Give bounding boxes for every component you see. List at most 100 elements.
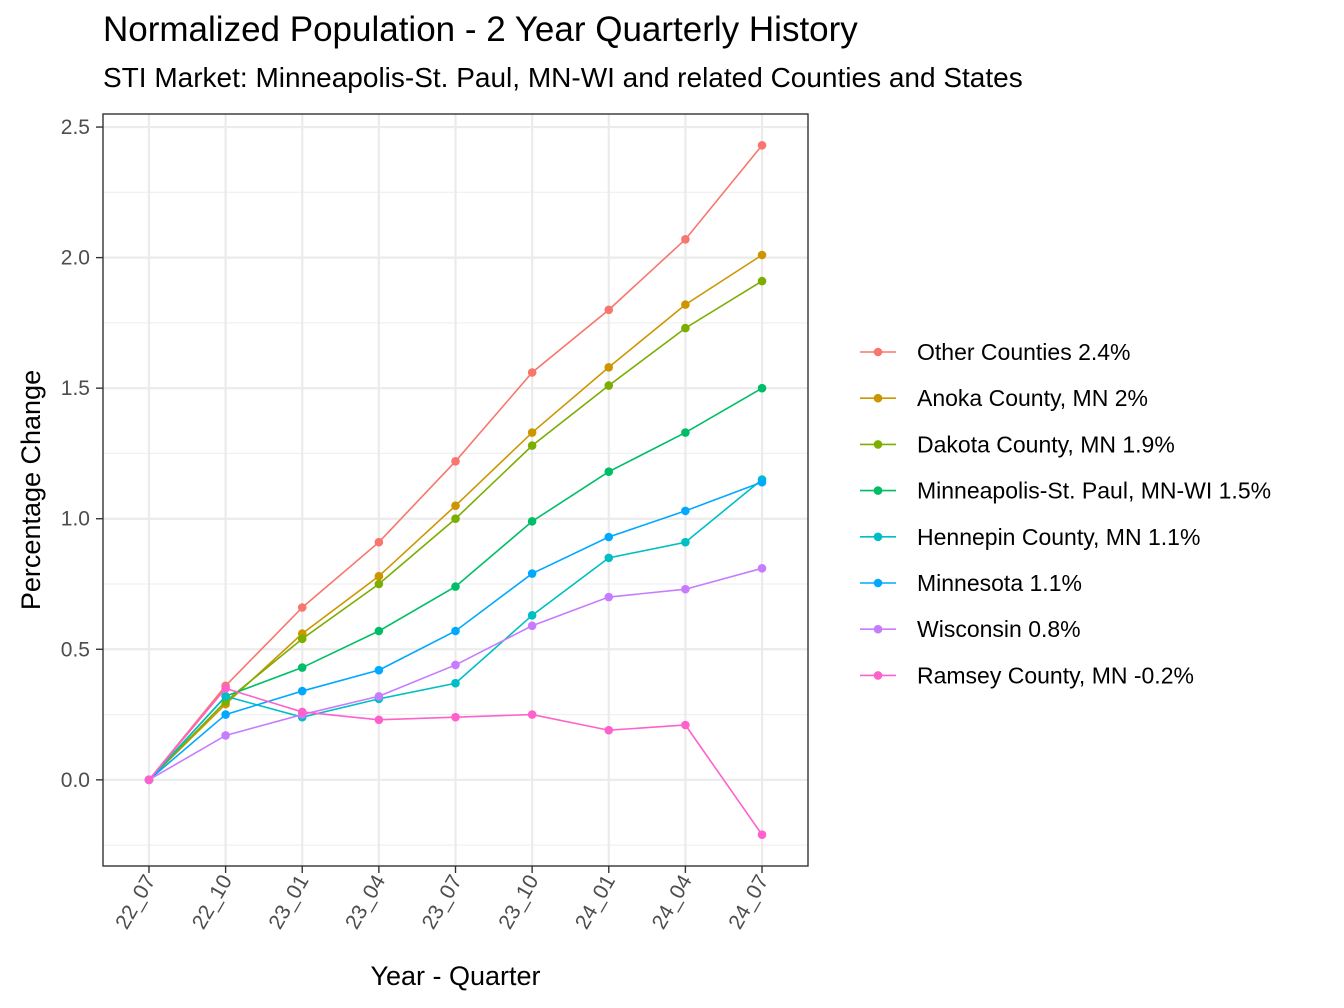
legend-label: Ramsey County, MN -0.2%: [917, 662, 1194, 688]
legend-key-point: [873, 578, 883, 588]
data-point: [451, 514, 460, 524]
data-point: [374, 579, 384, 589]
x-axis-title: Year - Quarter: [370, 961, 540, 991]
x-tick-label: 22_07: [111, 871, 160, 933]
data-point: [374, 537, 384, 547]
data-point: [527, 621, 537, 631]
legend-item: Ramsey County, MN -0.2%: [860, 662, 1194, 688]
data-point: [221, 691, 230, 701]
legend-key-point: [873, 347, 883, 357]
legend-key-point: [873, 393, 883, 403]
data-point: [297, 663, 307, 672]
data-point: [221, 731, 230, 740]
legend-label: Other Counties 2.4%: [917, 339, 1131, 365]
data-point: [604, 467, 614, 477]
legend-label: Anoka County, MN 2%: [917, 385, 1148, 411]
data-point: [604, 532, 614, 542]
data-point: [604, 553, 614, 563]
data-point: [757, 477, 767, 487]
legend-item: Minneapolis-St. Paul, MN-WI 1.5%: [860, 478, 1271, 504]
data-point: [604, 381, 614, 390]
data-point: [604, 305, 614, 315]
data-point: [527, 428, 537, 437]
data-point: [451, 582, 460, 591]
series-3: [144, 383, 767, 785]
legend-label: Dakota County, MN 1.9%: [917, 431, 1175, 457]
data-point: [451, 456, 460, 466]
data-point: [757, 383, 767, 393]
series-6: [144, 564, 767, 785]
y-tick-label: 0.5: [61, 638, 90, 661]
y-axis-title: Percentage Change: [16, 370, 46, 610]
legend-item: Minnesota 1.1%: [860, 570, 1082, 596]
data-point: [527, 710, 537, 719]
data-point: [374, 626, 384, 636]
legend-item: Hennepin County, MN 1.1%: [860, 524, 1200, 550]
data-point: [681, 584, 690, 594]
legend-item: Anoka County, MN 2%: [860, 385, 1148, 411]
legend-item: Other Counties 2.4%: [860, 339, 1131, 365]
data-point: [757, 276, 767, 286]
y-tick-label: 0.0: [61, 769, 90, 792]
legend-label: Wisconsin 0.8%: [917, 616, 1081, 642]
data-point: [604, 725, 614, 735]
legend-key-point: [873, 624, 883, 634]
data-point: [297, 634, 307, 644]
data-point: [757, 830, 767, 839]
data-point: [297, 686, 307, 696]
x-tick-label: 22_10: [188, 871, 237, 933]
data-point: [221, 710, 230, 719]
data-point: [681, 300, 690, 309]
data-point: [681, 506, 690, 516]
data-point: [527, 368, 537, 377]
legend-item: Wisconsin 0.8%: [860, 616, 1081, 642]
data-point: [527, 441, 537, 450]
data-point: [297, 603, 307, 612]
legend-key-point: [873, 671, 883, 680]
legend-key-point: [873, 532, 883, 542]
x-tick-label: 24_04: [648, 871, 697, 933]
series-lines: [144, 141, 767, 839]
y-tick-label: 1.0: [61, 508, 90, 531]
y-tick-label: 2.5: [61, 116, 90, 139]
data-point: [681, 323, 690, 333]
legend-key-point: [873, 440, 883, 449]
data-point: [144, 775, 154, 785]
legend: Other Counties 2.4% Anoka County, MN 2% Da…: [860, 339, 1271, 688]
data-point: [527, 611, 537, 620]
series-0: [144, 141, 767, 785]
y-tick-label: 2.0: [61, 247, 90, 270]
data-point: [451, 712, 460, 722]
data-point: [681, 428, 690, 437]
chart-title: Normalized Population - 2 Year Quarterly…: [103, 10, 858, 49]
data-point: [757, 564, 767, 573]
data-point: [451, 660, 460, 670]
legend-label: Minneapolis-St. Paul, MN-WI 1.5%: [917, 478, 1271, 504]
x-tick-label: 23_10: [494, 871, 543, 933]
data-point: [374, 571, 384, 581]
x-tick-label: 23_04: [341, 871, 390, 933]
data-point: [221, 684, 230, 693]
legend-key-point: [873, 486, 883, 495]
data-point: [681, 720, 690, 730]
data-point: [757, 141, 767, 150]
x-tick-label: 24_07: [724, 871, 773, 933]
data-point: [604, 362, 614, 372]
series-7: [144, 684, 767, 839]
y-tick-label: 1.5: [61, 377, 90, 400]
x-tick-label: 23_01: [264, 871, 313, 933]
data-point: [374, 715, 384, 725]
data-point: [527, 569, 537, 578]
data-point: [297, 707, 307, 717]
grid: [103, 114, 808, 866]
data-point: [451, 626, 460, 636]
data-point: [451, 501, 460, 510]
data-point: [374, 665, 384, 675]
legend-item: Dakota County, MN 1.9%: [860, 431, 1175, 457]
x-tick-label: 23_07: [418, 871, 467, 933]
x-tick-label: 24_01: [571, 871, 620, 933]
legend-label: Minnesota 1.1%: [917, 570, 1082, 596]
data-point: [604, 592, 614, 602]
legend-label: Hennepin County, MN 1.1%: [917, 524, 1200, 550]
